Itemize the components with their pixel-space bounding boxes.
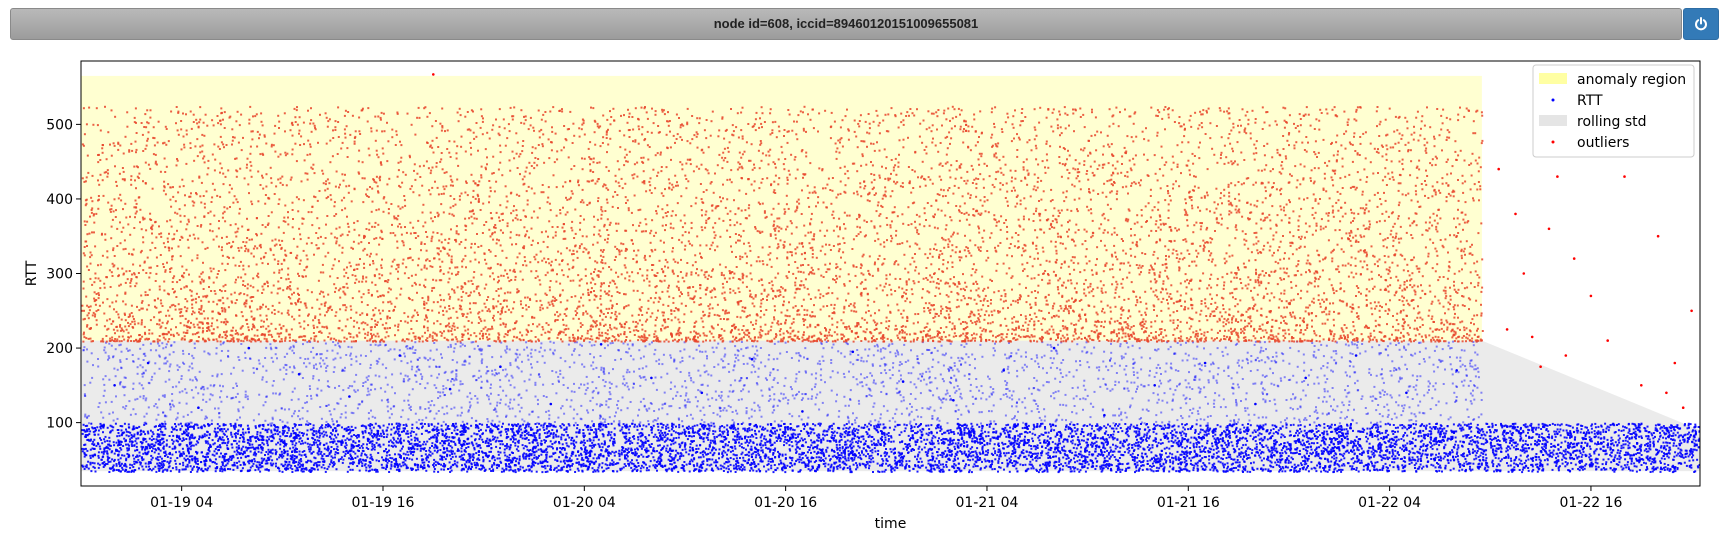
- y-axis-label: RTT: [24, 260, 40, 286]
- rtt-dense-band: [81, 422, 1700, 474]
- node-title: node id=608, iccid=89460120151009655081: [11, 16, 1681, 31]
- rtt-point-28: [1505, 425, 1509, 428]
- x-tick-label-0: 01-19 04: [150, 495, 213, 511]
- rtt-point-6: [398, 354, 402, 357]
- outliers-point-0: [432, 73, 435, 76]
- rolling-std-band: [81, 340, 1700, 472]
- x-tick-label-1: 01-19 16: [352, 495, 415, 511]
- legend-label-1: RTT: [1577, 93, 1603, 109]
- power-button[interactable]: [1683, 8, 1719, 40]
- outliers-point-6: [1539, 365, 1542, 369]
- outliers-point-14: [1640, 384, 1643, 387]
- rtt-point-3: [247, 346, 251, 350]
- x-tick-label-4: 01-21 04: [955, 495, 1018, 511]
- rtt-point-12: [700, 391, 704, 395]
- rtt-point-21: [1153, 384, 1156, 387]
- outliers-dense-band: [81, 105, 1484, 343]
- rtt-point-9: [549, 402, 553, 406]
- outliers-point-11: [1589, 294, 1593, 298]
- rtt-point-10: [599, 343, 603, 346]
- legend-label-0: anomaly region: [1577, 72, 1686, 88]
- y-tick-label-3: 400: [46, 192, 73, 208]
- outliers-point-18: [1681, 406, 1685, 410]
- legend-box: [1532, 64, 1695, 158]
- rtt-sparse-band: [82, 340, 1483, 425]
- y-tick-label-2: 300: [46, 267, 73, 283]
- outliers-point-2: [1505, 328, 1509, 331]
- rtt-point-27: [1455, 369, 1458, 372]
- rtt-point-18: [1002, 369, 1005, 372]
- outliers-point-1: [1497, 167, 1500, 171]
- rtt-point-26: [1405, 391, 1408, 395]
- outliers-point-15: [1656, 234, 1660, 238]
- x-tick-label-3: 01-20 16: [754, 495, 817, 511]
- rtt-point-16: [901, 380, 905, 383]
- rtt-point-15: [851, 350, 855, 354]
- outliers-point-16: [1665, 391, 1668, 395]
- rtt-point-2: [197, 406, 200, 410]
- legend-label-2: rolling std: [1577, 114, 1647, 130]
- legend-label-3: outliers: [1577, 135, 1629, 151]
- outliers-point-19: [1690, 309, 1693, 313]
- x-tick-label-2: 01-20 04: [553, 495, 616, 511]
- outliers-point-17: [1673, 361, 1677, 365]
- rtt-point-7: [448, 387, 452, 391]
- x-tick-label-7: 01-22 16: [1559, 495, 1622, 511]
- outliers-point-4: [1522, 272, 1526, 275]
- power-icon: [1695, 17, 1707, 31]
- rtt-point-4: [297, 372, 301, 376]
- x-tick-label-5: 01-21 16: [1157, 495, 1220, 511]
- outliers-point-7: [1547, 227, 1551, 231]
- rtt-point-8: [499, 365, 502, 369]
- rtt-point-23: [1254, 402, 1257, 406]
- rtt-point-11: [650, 376, 653, 380]
- x-tick-label-6: 01-22 04: [1358, 495, 1421, 511]
- outliers-point-9: [1564, 354, 1568, 357]
- y-tick-label-4: 500: [46, 117, 73, 133]
- rtt-point-19: [1052, 346, 1056, 350]
- rtt-point-0: [113, 384, 116, 387]
- rtt-point-22: [1203, 361, 1207, 365]
- outliers-point-5: [1530, 335, 1534, 339]
- rtt-point-31: [1656, 451, 1660, 454]
- rtt-point-30: [1606, 443, 1609, 447]
- outliers-point-13: [1623, 175, 1626, 178]
- node-title-bar: node id=608, iccid=89460120151009655081: [10, 8, 1682, 40]
- outliers-point-8: [1556, 175, 1559, 178]
- rtt-point-29: [1556, 432, 1559, 436]
- rtt-point-20: [1103, 413, 1106, 417]
- rtt-point-24: [1304, 376, 1307, 380]
- point-clouds: [81, 105, 1700, 474]
- rtt-point-17: [952, 399, 955, 402]
- y-tick-label-0: 100: [46, 416, 73, 432]
- legend-swatch-1: [1551, 98, 1555, 102]
- rtt-point-25: [1354, 354, 1358, 357]
- legend-swatch-0: [1539, 73, 1567, 84]
- x-axis-label: time: [875, 516, 907, 532]
- rtt-point-13: [750, 357, 754, 361]
- rtt-point-5: [348, 395, 351, 398]
- legend-swatch-3: [1551, 140, 1555, 144]
- legend-swatch-2: [1539, 115, 1567, 126]
- outliers-point-3: [1514, 212, 1517, 216]
- outliers-point-12: [1606, 339, 1609, 342]
- rtt-point-14: [801, 410, 804, 413]
- rtt-point-1: [146, 361, 150, 365]
- y-tick-label-1: 200: [46, 341, 73, 357]
- outliers-point-10: [1572, 257, 1576, 260]
- anomaly-region: [81, 75, 1482, 341]
